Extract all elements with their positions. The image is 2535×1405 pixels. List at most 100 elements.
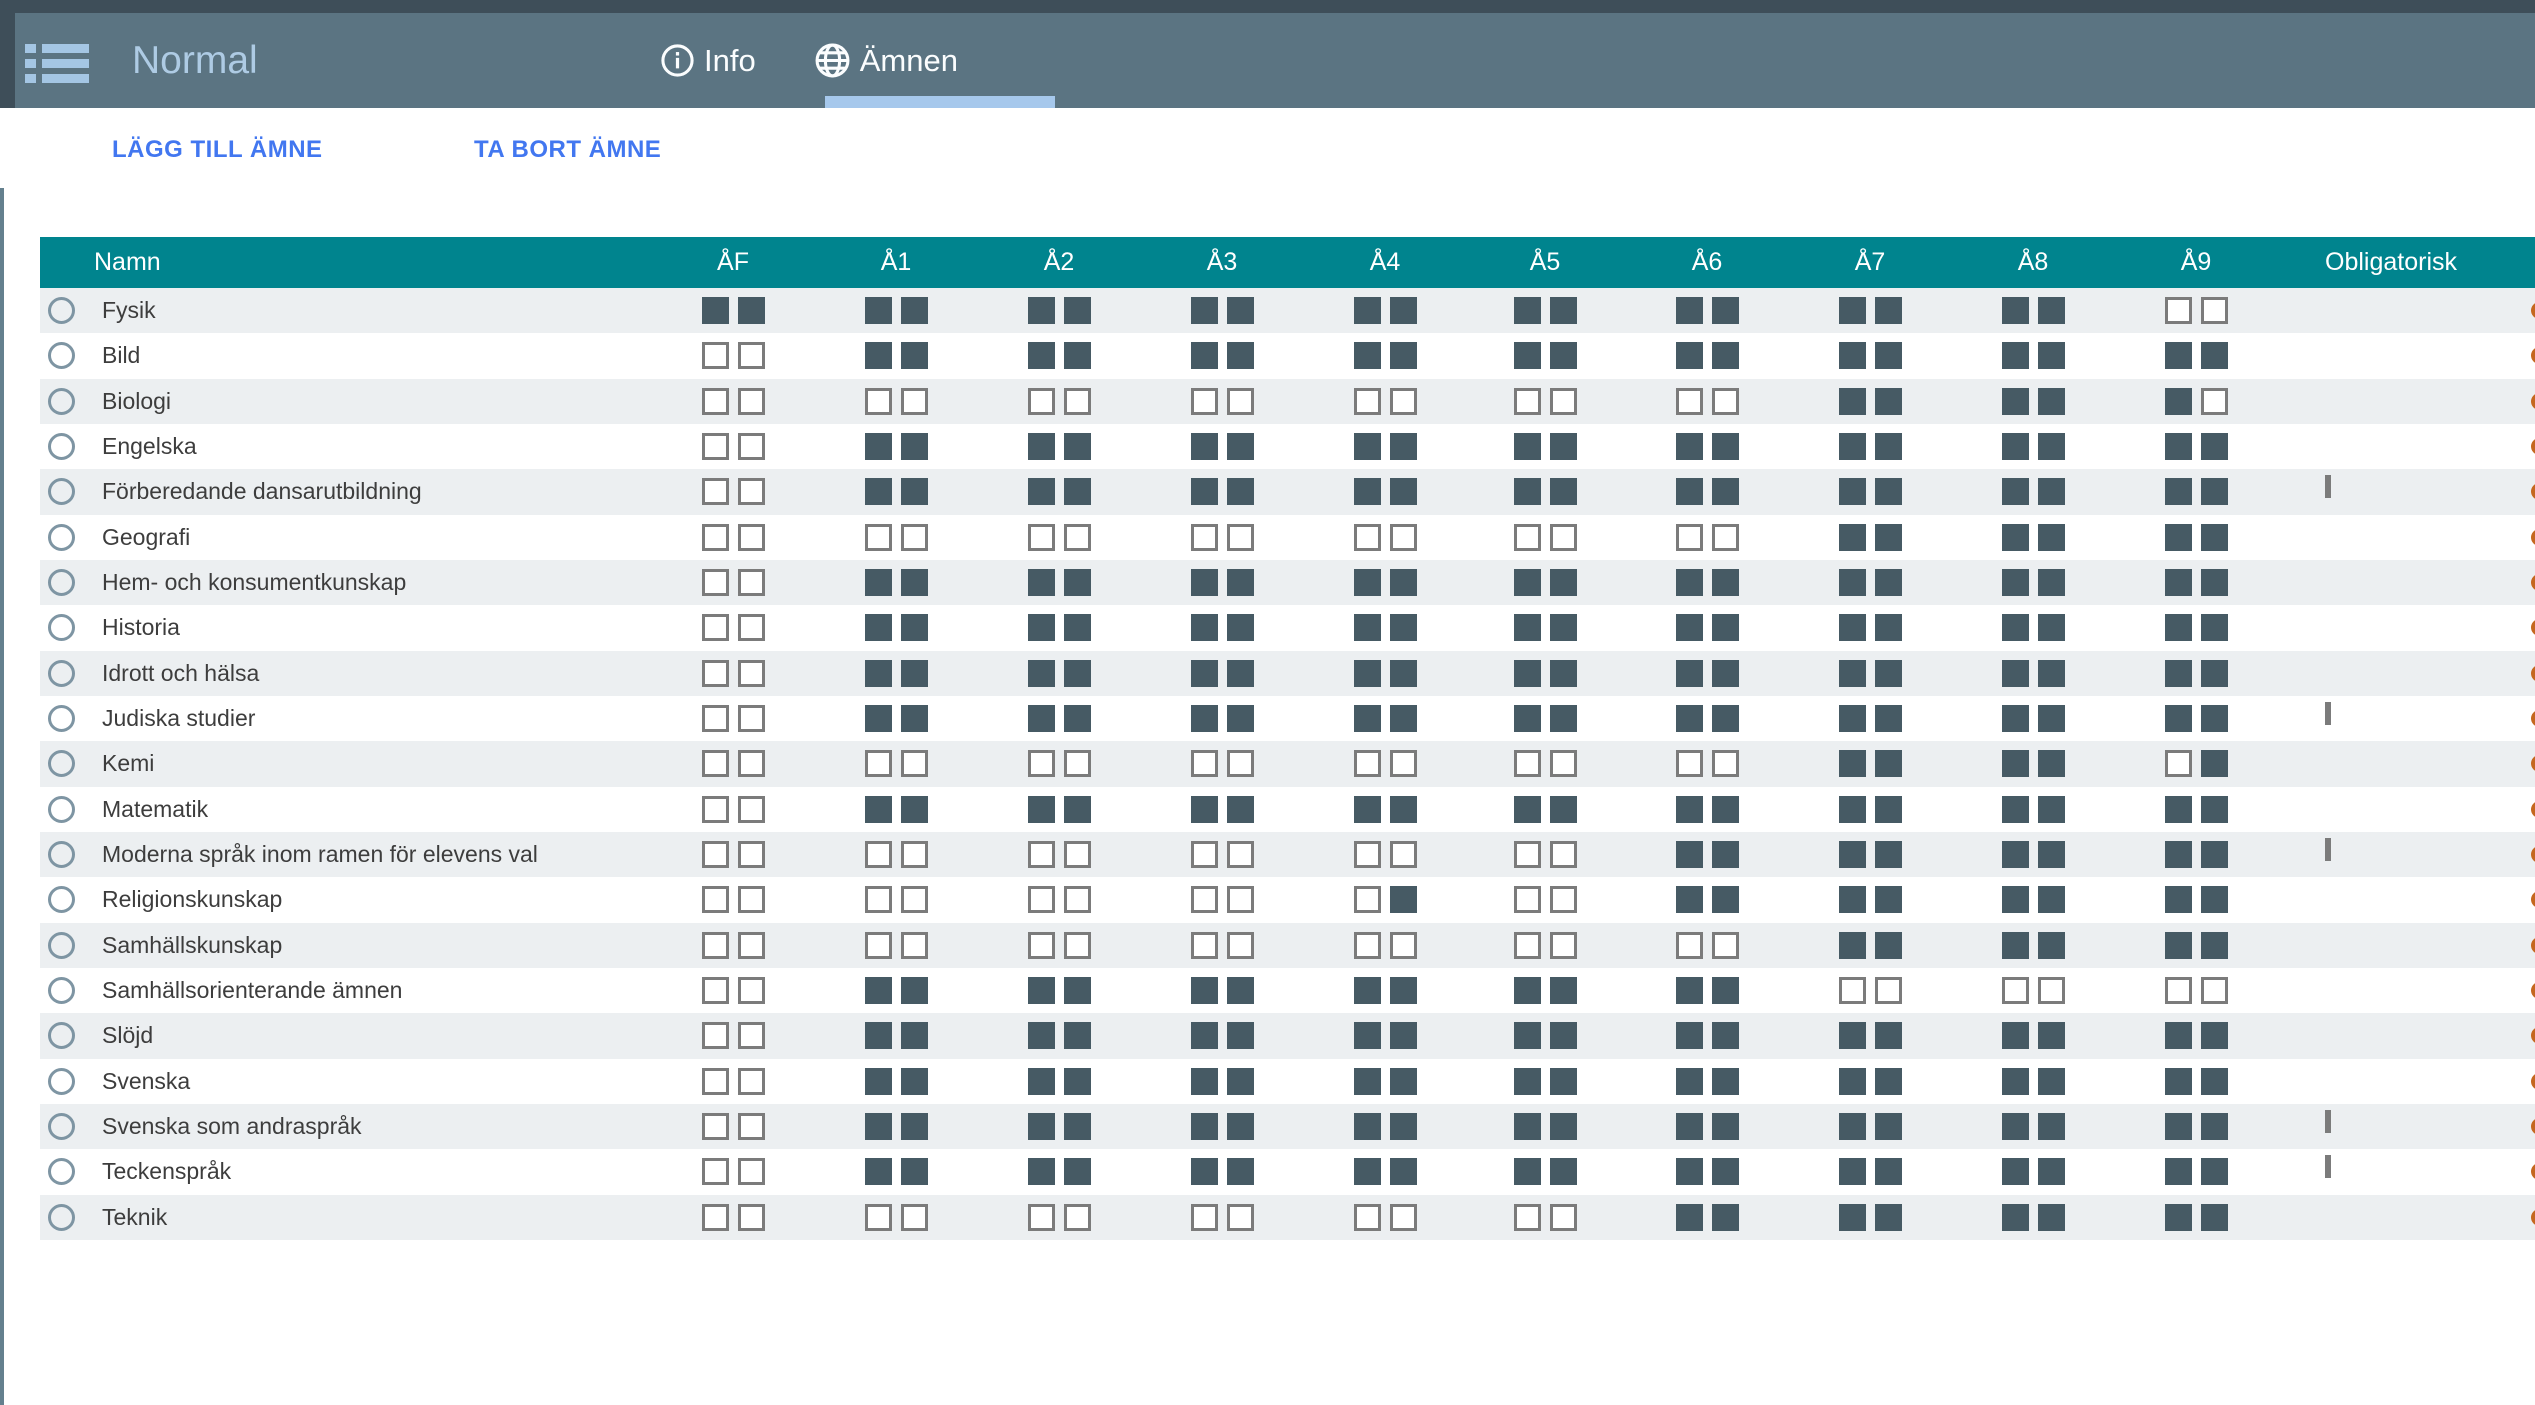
grade-checkbox[interactable] bbox=[1514, 1112, 1541, 1140]
grade-checkbox[interactable] bbox=[1028, 478, 1055, 506]
grade-checkbox[interactable] bbox=[2002, 886, 2029, 914]
grade-checkbox[interactable] bbox=[2201, 432, 2228, 460]
grade-checkbox[interactable] bbox=[1227, 1067, 1254, 1095]
grade-checkbox[interactable] bbox=[738, 342, 765, 370]
grade-checkbox[interactable] bbox=[1839, 297, 1866, 324]
grade-checkbox[interactable] bbox=[1191, 704, 1218, 732]
row-edge-icon[interactable] bbox=[2531, 483, 2535, 501]
grade-checkbox[interactable] bbox=[702, 886, 729, 914]
subject-radio[interactable] bbox=[48, 297, 75, 324]
grade-checkbox[interactable] bbox=[1191, 297, 1218, 324]
grade-checkbox[interactable] bbox=[1227, 1112, 1254, 1140]
grade-checkbox[interactable] bbox=[1354, 1112, 1381, 1140]
grade-checkbox[interactable] bbox=[2165, 342, 2192, 370]
grade-checkbox[interactable] bbox=[702, 1112, 729, 1140]
grade-checkbox[interactable] bbox=[738, 976, 765, 1004]
menu-icon[interactable] bbox=[25, 44, 89, 83]
grade-checkbox[interactable] bbox=[901, 1112, 928, 1140]
grade-checkbox[interactable] bbox=[1550, 1112, 1577, 1140]
grade-checkbox[interactable] bbox=[865, 704, 892, 732]
grade-checkbox[interactable] bbox=[1875, 659, 1902, 687]
grade-checkbox[interactable] bbox=[1354, 1158, 1381, 1186]
grade-checkbox[interactable] bbox=[1191, 432, 1218, 460]
grade-checkbox[interactable] bbox=[1191, 478, 1218, 506]
grade-checkbox[interactable] bbox=[2165, 1022, 2192, 1050]
grade-checkbox[interactable] bbox=[2201, 659, 2228, 687]
grade-checkbox[interactable] bbox=[1354, 704, 1381, 732]
subject-radio[interactable] bbox=[48, 1022, 75, 1050]
grade-checkbox[interactable] bbox=[2038, 1112, 2065, 1140]
grade-checkbox[interactable] bbox=[901, 750, 928, 778]
grade-checkbox[interactable] bbox=[1712, 432, 1739, 460]
grade-checkbox[interactable] bbox=[1390, 342, 1417, 370]
grade-checkbox[interactable] bbox=[702, 432, 729, 460]
grade-checkbox[interactable] bbox=[702, 1022, 729, 1050]
grade-checkbox[interactable] bbox=[2038, 432, 2065, 460]
subject-radio[interactable] bbox=[48, 568, 75, 596]
grade-checkbox[interactable] bbox=[1712, 614, 1739, 642]
grade-checkbox[interactable] bbox=[901, 840, 928, 868]
grade-checkbox[interactable] bbox=[1712, 750, 1739, 778]
grade-checkbox[interactable] bbox=[1550, 568, 1577, 596]
row-edge-icon[interactable] bbox=[2531, 891, 2535, 909]
grade-checkbox[interactable] bbox=[1676, 478, 1703, 506]
grade-checkbox[interactable] bbox=[2002, 1022, 2029, 1050]
grade-checkbox[interactable] bbox=[1514, 387, 1541, 415]
tab-amnen[interactable]: Ämnen bbox=[814, 42, 958, 79]
grade-checkbox[interactable] bbox=[1550, 614, 1577, 642]
grade-checkbox[interactable] bbox=[1550, 886, 1577, 914]
grade-checkbox[interactable] bbox=[1354, 1203, 1381, 1231]
row-edge-icon[interactable] bbox=[2531, 573, 2535, 591]
grade-checkbox[interactable] bbox=[1712, 387, 1739, 415]
grade-checkbox[interactable] bbox=[1514, 568, 1541, 596]
grade-checkbox[interactable] bbox=[1227, 931, 1254, 959]
grade-checkbox[interactable] bbox=[1390, 886, 1417, 914]
grade-checkbox[interactable] bbox=[1064, 387, 1091, 415]
grade-checkbox[interactable] bbox=[1354, 614, 1381, 642]
grade-checkbox[interactable] bbox=[2038, 750, 2065, 778]
grade-checkbox[interactable] bbox=[1676, 1203, 1703, 1231]
grade-checkbox[interactable] bbox=[1550, 342, 1577, 370]
subject-radio[interactable] bbox=[48, 1112, 75, 1140]
grade-checkbox[interactable] bbox=[702, 342, 729, 370]
grade-checkbox[interactable] bbox=[1390, 1112, 1417, 1140]
grade-checkbox[interactable] bbox=[1191, 387, 1218, 415]
grade-checkbox[interactable] bbox=[1676, 976, 1703, 1004]
grade-checkbox[interactable] bbox=[2038, 659, 2065, 687]
grade-checkbox[interactable] bbox=[2201, 297, 2228, 324]
grade-checkbox[interactable] bbox=[2002, 342, 2029, 370]
subject-radio[interactable] bbox=[48, 659, 75, 687]
grade-checkbox[interactable] bbox=[2201, 1158, 2228, 1186]
grade-checkbox[interactable] bbox=[1875, 342, 1902, 370]
grade-checkbox[interactable] bbox=[2201, 342, 2228, 370]
grade-checkbox[interactable] bbox=[1390, 1203, 1417, 1231]
grade-checkbox[interactable] bbox=[1064, 1158, 1091, 1186]
grade-checkbox[interactable] bbox=[1839, 523, 1866, 551]
grade-checkbox[interactable] bbox=[901, 659, 928, 687]
grade-checkbox[interactable] bbox=[1712, 1203, 1739, 1231]
grade-checkbox[interactable] bbox=[901, 614, 928, 642]
grade-checkbox[interactable] bbox=[1712, 886, 1739, 914]
grade-checkbox[interactable] bbox=[1064, 795, 1091, 823]
grade-checkbox[interactable] bbox=[2165, 614, 2192, 642]
grade-checkbox[interactable] bbox=[1064, 750, 1091, 778]
grade-checkbox[interactable] bbox=[2165, 931, 2192, 959]
grade-checkbox[interactable] bbox=[1676, 1067, 1703, 1095]
grade-checkbox[interactable] bbox=[1064, 523, 1091, 551]
subject-radio[interactable] bbox=[48, 342, 75, 370]
grade-checkbox[interactable] bbox=[1514, 297, 1541, 324]
obligatorisk-checkbox[interactable] bbox=[2325, 837, 2331, 861]
grade-checkbox[interactable] bbox=[1514, 840, 1541, 868]
grade-checkbox[interactable] bbox=[1028, 297, 1055, 324]
grade-checkbox[interactable] bbox=[2165, 976, 2192, 1004]
grade-checkbox[interactable] bbox=[2002, 976, 2029, 1004]
row-edge-icon[interactable] bbox=[2531, 755, 2535, 773]
grade-checkbox[interactable] bbox=[901, 931, 928, 959]
row-edge-icon[interactable] bbox=[2531, 1027, 2535, 1045]
grade-checkbox[interactable] bbox=[702, 614, 729, 642]
grade-checkbox[interactable] bbox=[1064, 614, 1091, 642]
grade-checkbox[interactable] bbox=[1191, 659, 1218, 687]
grade-checkbox[interactable] bbox=[2165, 1112, 2192, 1140]
grade-checkbox[interactable] bbox=[2038, 614, 2065, 642]
grade-checkbox[interactable] bbox=[1514, 750, 1541, 778]
